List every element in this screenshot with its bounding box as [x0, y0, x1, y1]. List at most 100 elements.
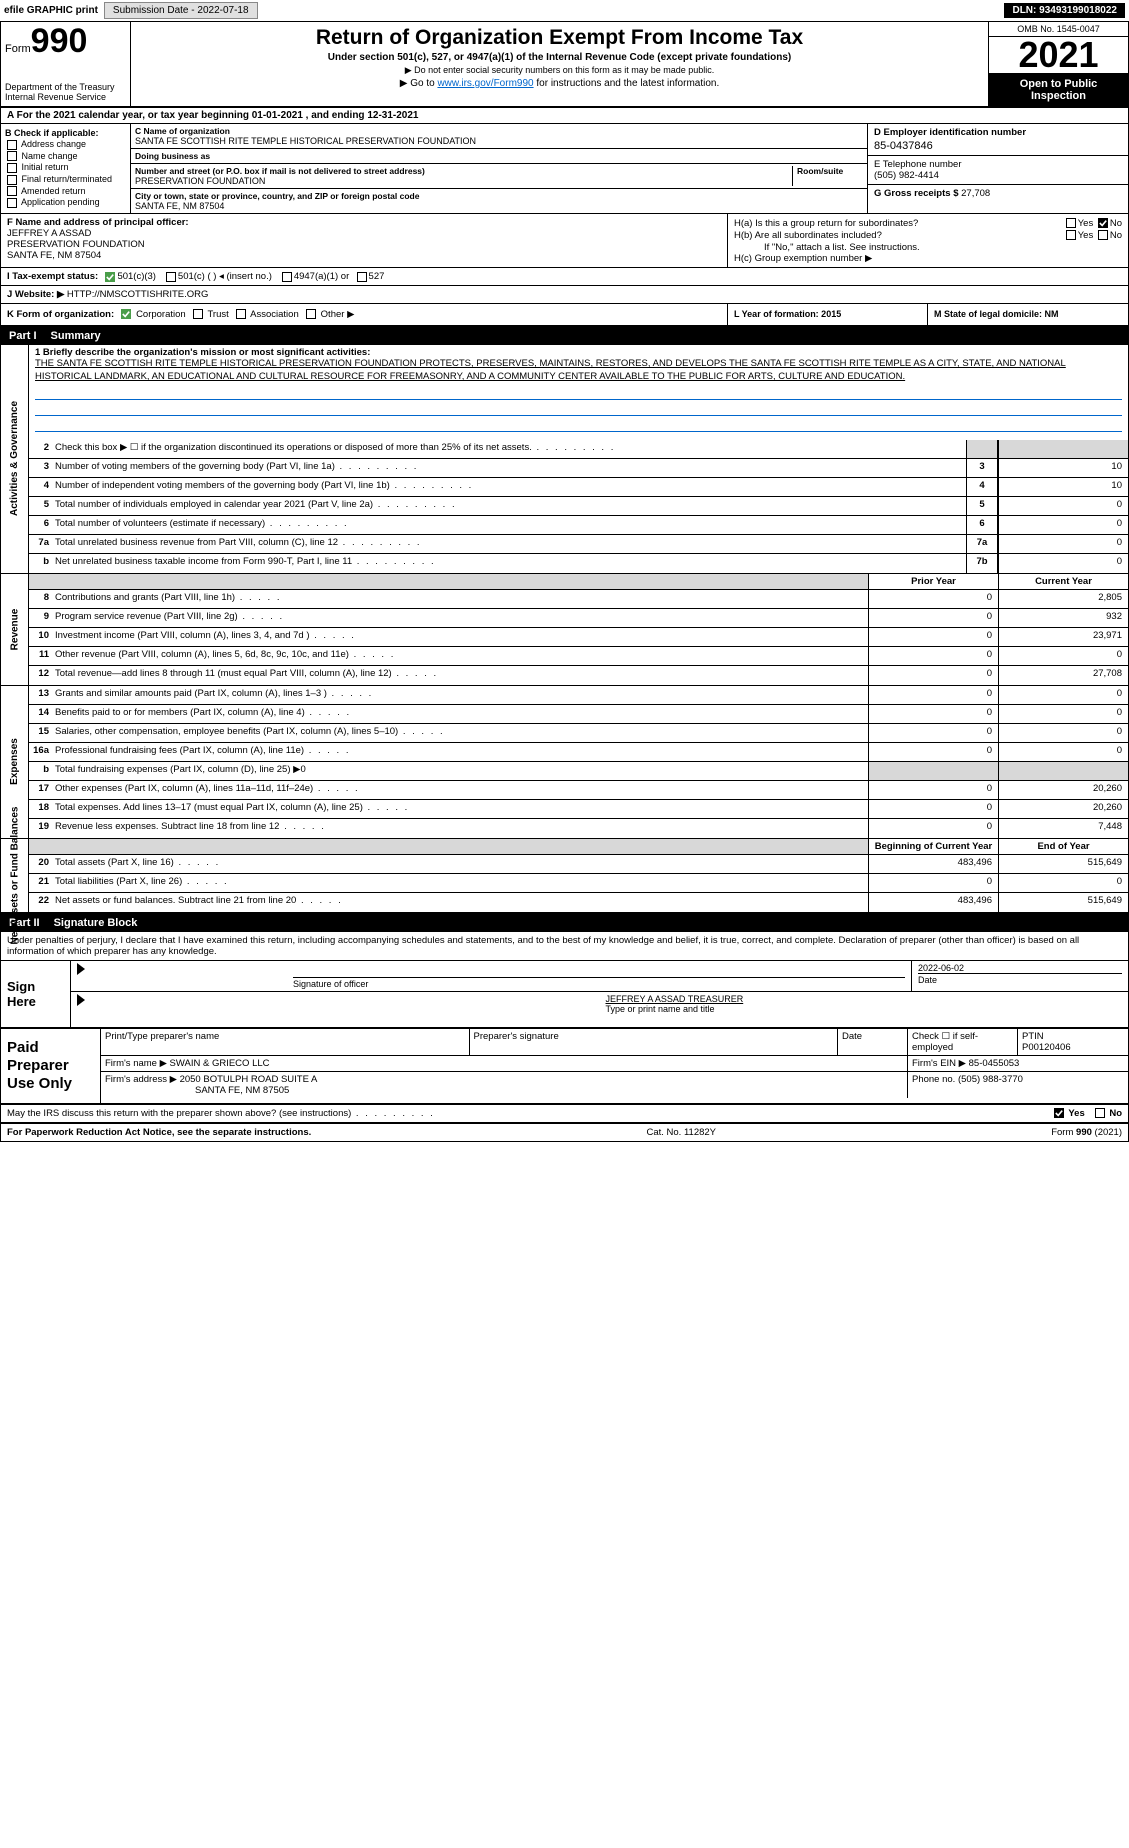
chk-501c3[interactable] — [105, 272, 115, 282]
dba-label: Doing business as — [135, 151, 210, 161]
summary-row: 16aProfessional fundraising fees (Part I… — [29, 743, 1128, 762]
chk-assoc[interactable] — [236, 309, 246, 319]
firm-addr-label: Firm's address ▶ — [105, 1074, 177, 1085]
submission-date-button[interactable]: Submission Date - 2022-07-18 — [104, 2, 258, 19]
summary-row: 11Other revenue (Part VIII, column (A), … — [29, 647, 1128, 666]
vert-label-revenue: Revenue — [1, 574, 29, 685]
ptin-label: PTIN — [1022, 1031, 1044, 1042]
summary-row: 3Number of voting members of the governi… — [29, 459, 1128, 478]
ssn-note: ▶ Do not enter social security numbers o… — [137, 65, 982, 76]
officer-name: JEFFREY A ASSAD TREASURER — [606, 994, 1123, 1004]
tel-value: (505) 982-4414 — [874, 170, 939, 181]
paid-preparer-label: Paid Preparer Use Only — [1, 1029, 101, 1103]
discuss-yes[interactable] — [1054, 1108, 1064, 1118]
checkbox-app-pending[interactable] — [7, 198, 17, 208]
gross-value: 27,708 — [961, 188, 990, 199]
footer-left: For Paperwork Reduction Act Notice, see … — [7, 1127, 311, 1138]
ptin-value: P00120406 — [1022, 1042, 1071, 1053]
irs-label: Internal Revenue Service — [5, 92, 106, 102]
org-address: PRESERVATION FOUNDATION — [135, 176, 265, 186]
summary-row: 17Other expenses (Part IX, column (A), l… — [29, 781, 1128, 800]
header-title-block: Return of Organization Exempt From Incom… — [131, 22, 988, 106]
h-b-no[interactable] — [1098, 230, 1108, 240]
h-a-yes[interactable] — [1066, 218, 1076, 228]
box-b-checklist: B Check if applicable: Address change Na… — [1, 124, 131, 213]
part-2-header: Part IISignature Block — [1, 914, 1128, 932]
open-public-label: Open to Public Inspection — [989, 74, 1128, 106]
checkbox-initial-return[interactable] — [7, 163, 17, 173]
org-name: SANTA FE SCOTTISH RITE TEMPLE HISTORICAL… — [135, 136, 476, 146]
summary-row: 9Program service revenue (Part VIII, lin… — [29, 609, 1128, 628]
room-label: Room/suite — [797, 166, 843, 176]
chk-4947[interactable] — [282, 272, 292, 282]
summary-row: bNet unrelated business taxable income f… — [29, 554, 1128, 573]
firm-addr: 2050 BOTULPH ROAD SUITE A — [180, 1074, 318, 1085]
summary-row: 21Total liabilities (Part X, line 26)00 — [29, 874, 1128, 893]
summary-row: 5Total number of individuals employed in… — [29, 497, 1128, 516]
firm-city: SANTA FE, NM 87505 — [105, 1085, 289, 1096]
checkbox-amended[interactable] — [7, 186, 17, 196]
footer-right: Form 990 (2021) — [1051, 1127, 1122, 1138]
summary-row: 4Number of independent voting members of… — [29, 478, 1128, 497]
ein-value: 85-0437846 — [874, 140, 1122, 152]
addr-label: Number and street (or P.O. box if mail i… — [135, 166, 425, 176]
prep-self-emp: Check ☐ if self-employed — [912, 1031, 978, 1053]
summary-row: 18Total expenses. Add lines 13–17 (must … — [29, 800, 1128, 819]
row-j-website: J Website: ▶ HTTP://NMSCOTTISHRITE.ORG — [1, 286, 1128, 304]
mission-text: THE SANTA FE SCOTTISH RITE TEMPLE HISTOR… — [35, 358, 1122, 384]
checkbox-name-change[interactable] — [7, 151, 17, 161]
ein-label: D Employer identification number — [874, 127, 1026, 138]
org-name-label: C Name of organization — [135, 126, 230, 136]
year-formation: L Year of formation: 2015 — [728, 304, 928, 325]
signature-declaration: Under penalties of perjury, I declare th… — [1, 932, 1128, 961]
irs-link[interactable]: www.irs.gov/Form990 — [437, 78, 533, 89]
sig-date-label: Date — [918, 973, 1122, 985]
checkbox-final-return[interactable] — [7, 175, 17, 185]
box-f-officer: F Name and address of principal officer:… — [1, 214, 728, 267]
chk-527[interactable] — [357, 272, 367, 282]
h-a-no[interactable] — [1098, 218, 1108, 228]
summary-row: 13Grants and similar amounts paid (Part … — [29, 686, 1128, 705]
firm-ein-label: Firm's EIN ▶ — [912, 1058, 966, 1069]
mission-question: 1 Briefly describe the organization's mi… — [35, 347, 1122, 358]
gross-label: G Gross receipts $ — [874, 188, 958, 199]
sign-here-label: Sign Here — [1, 961, 71, 1027]
sig-officer-label: Signature of officer — [293, 977, 905, 989]
firm-name: SWAIN & GRIECO LLC — [170, 1058, 270, 1069]
arrow-icon — [77, 994, 85, 1006]
summary-row: bTotal fundraising expenses (Part IX, co… — [29, 762, 1128, 781]
chk-trust[interactable] — [193, 309, 203, 319]
firm-name-label: Firm's name ▶ — [105, 1058, 167, 1069]
arrow-icon — [77, 963, 85, 975]
summary-row: 2Check this box ▶ ☐ if the organization … — [29, 440, 1128, 459]
firm-ein: 85-0455053 — [969, 1058, 1020, 1069]
box-h-group: H(a) Is this a group return for subordin… — [728, 214, 1128, 267]
goto-post: for instructions and the latest informat… — [534, 78, 720, 89]
summary-row: 14Benefits paid to or for members (Part … — [29, 705, 1128, 724]
org-city: SANTA FE, NM 87504 — [135, 201, 224, 211]
checkbox-address-change[interactable] — [7, 140, 17, 150]
sig-date: 2022-06-02 — [918, 963, 1122, 973]
legal-domicile: M State of legal domicile: NM — [928, 304, 1128, 325]
discuss-no[interactable] — [1095, 1108, 1105, 1118]
summary-row: 22Net assets or fund balances. Subtract … — [29, 893, 1128, 912]
form-number: 990 — [31, 22, 88, 60]
chk-501c[interactable] — [166, 272, 176, 282]
form-id-block: Form990 Department of the Treasury Inter… — [1, 22, 131, 106]
prep-name-label: Print/Type preparer's name — [105, 1031, 219, 1042]
summary-row: 15Salaries, other compensation, employee… — [29, 724, 1128, 743]
summary-row: 6Total number of volunteers (estimate if… — [29, 516, 1128, 535]
form-subtitle: Under section 501(c), 527, or 4947(a)(1)… — [137, 52, 982, 63]
summary-row: 8Contributions and grants (Part VIII, li… — [29, 590, 1128, 609]
name-title-label: Type or print name and title — [606, 1004, 1123, 1014]
summary-row: 10Investment income (Part VIII, column (… — [29, 628, 1128, 647]
chk-corp[interactable] — [121, 309, 131, 319]
h-b-yes[interactable] — [1066, 230, 1076, 240]
summary-row: 12Total revenue—add lines 8 through 11 (… — [29, 666, 1128, 685]
chk-other[interactable] — [306, 309, 316, 319]
beg-end-header: Beginning of Current Year End of Year — [29, 839, 1128, 855]
row-k-form-org: K Form of organization: Corporation Trus… — [1, 304, 728, 325]
summary-row: 20Total assets (Part X, line 16)483,4965… — [29, 855, 1128, 874]
form-word: Form — [5, 43, 31, 55]
discuss-question: May the IRS discuss this return with the… — [7, 1108, 435, 1119]
